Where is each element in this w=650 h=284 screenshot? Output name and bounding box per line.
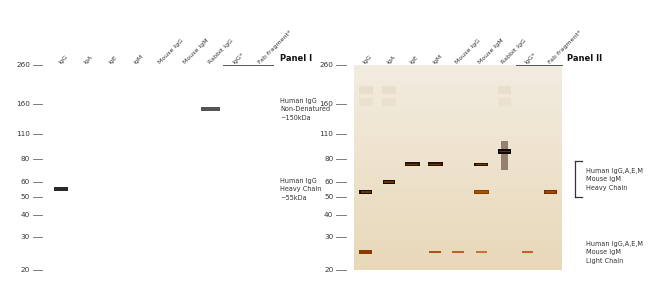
Text: Human IgG,A,E,M
Mouse IgM
Light Chain: Human IgG,A,E,M Mouse IgM Light Chain xyxy=(586,241,642,264)
Bar xyxy=(382,98,396,106)
Text: 260: 260 xyxy=(319,62,333,68)
Bar xyxy=(497,98,512,106)
Text: 80: 80 xyxy=(21,156,30,162)
Text: IgM: IgM xyxy=(432,54,443,65)
Text: Human IgG
Heavy Chain
~55kDa: Human IgG Heavy Chain ~55kDa xyxy=(280,178,321,201)
Text: 50: 50 xyxy=(21,194,30,200)
Bar xyxy=(429,164,441,165)
Bar xyxy=(382,86,396,94)
Text: IgA: IgA xyxy=(83,55,94,65)
Bar xyxy=(359,98,372,106)
Text: 160: 160 xyxy=(319,101,333,107)
Bar xyxy=(359,190,372,194)
Text: IgM: IgM xyxy=(133,54,144,65)
Bar xyxy=(476,251,487,253)
Text: 60: 60 xyxy=(324,179,333,185)
Bar xyxy=(383,180,395,184)
Text: 20: 20 xyxy=(21,267,30,273)
Text: IgE: IgE xyxy=(408,55,419,65)
Bar xyxy=(404,162,419,166)
Bar xyxy=(428,162,443,166)
Text: Panel II: Panel II xyxy=(567,54,603,63)
Text: Mouse IgG: Mouse IgG xyxy=(455,38,482,65)
Text: 20: 20 xyxy=(324,267,333,273)
Bar xyxy=(474,190,489,194)
Bar xyxy=(406,164,419,165)
Bar xyxy=(452,251,464,253)
Text: 40: 40 xyxy=(324,212,333,218)
Bar xyxy=(384,181,394,183)
Text: 110: 110 xyxy=(16,131,30,137)
Text: 110: 110 xyxy=(319,131,333,137)
Text: 260: 260 xyxy=(16,62,30,68)
Text: IgG*: IgG* xyxy=(524,52,538,65)
Text: IgA: IgA xyxy=(385,55,396,65)
Text: Mouse IgM: Mouse IgM xyxy=(182,38,209,65)
Text: 160: 160 xyxy=(16,101,30,107)
Bar xyxy=(55,187,68,191)
Text: Mouse IgG: Mouse IgG xyxy=(157,38,185,65)
Bar xyxy=(501,141,508,170)
Text: Fab fragment*: Fab fragment* xyxy=(257,30,292,65)
Bar xyxy=(498,149,511,154)
Text: 60: 60 xyxy=(21,179,30,185)
Bar xyxy=(475,191,488,193)
Bar xyxy=(523,251,533,253)
Bar xyxy=(544,191,557,194)
Bar xyxy=(361,191,371,193)
Text: 30: 30 xyxy=(21,235,30,241)
Bar xyxy=(202,107,220,111)
Text: Human IgG,A,E,M
Mouse IgM
Heavy Chain: Human IgG,A,E,M Mouse IgM Heavy Chain xyxy=(586,168,642,191)
Text: 40: 40 xyxy=(21,212,30,218)
Text: 80: 80 xyxy=(324,156,333,162)
Bar xyxy=(497,86,512,94)
Text: IgG: IgG xyxy=(58,54,69,65)
Text: Rabbit IgG: Rabbit IgG xyxy=(207,38,234,65)
Text: IgE: IgE xyxy=(107,55,118,65)
Text: 30: 30 xyxy=(324,235,333,241)
Bar xyxy=(359,250,372,254)
Bar xyxy=(359,86,372,94)
Text: Panel I: Panel I xyxy=(280,54,312,63)
Text: Fab fragment*: Fab fragment* xyxy=(547,30,582,65)
Text: IgG*: IgG* xyxy=(232,52,246,65)
Bar xyxy=(545,191,556,193)
Text: 50: 50 xyxy=(324,194,333,200)
Text: Human IgG
Non-Denatured
~150kDa: Human IgG Non-Denatured ~150kDa xyxy=(280,98,330,121)
Bar xyxy=(476,164,487,165)
Bar xyxy=(429,250,441,253)
Text: IgG: IgG xyxy=(362,54,373,65)
Bar xyxy=(499,151,510,152)
Bar xyxy=(474,162,488,166)
Text: Rabbit IgG: Rabbit IgG xyxy=(501,38,528,65)
Text: Mouse IgM: Mouse IgM xyxy=(478,38,505,65)
